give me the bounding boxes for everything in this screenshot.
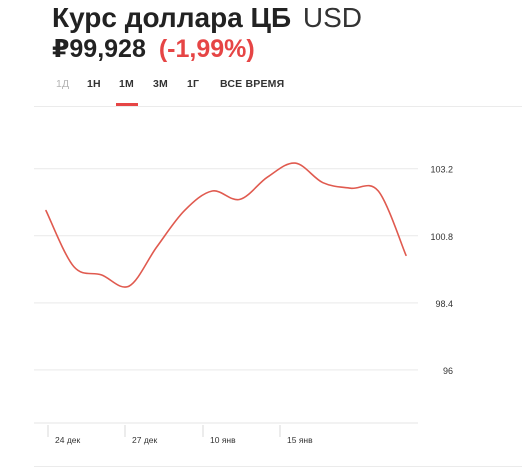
currency-code: USD bbox=[302, 2, 363, 33]
y-tick-label: 98.4 bbox=[435, 299, 453, 309]
period-tabs: 1Д 1Н 1М 3М 1Г ВСЕ ВРЕМЯ bbox=[0, 76, 522, 106]
active-tab-indicator bbox=[116, 103, 138, 106]
tab-1y[interactable]: 1Г bbox=[187, 78, 200, 90]
y-tick-label: 96 bbox=[443, 366, 453, 376]
bottom-divider bbox=[34, 466, 522, 467]
y-tick-label: 100.8 bbox=[430, 232, 453, 242]
x-tick-label: 27 дек bbox=[132, 435, 158, 445]
x-tick-label: 24 дек bbox=[55, 435, 81, 445]
price-change: (-1,99%) bbox=[158, 35, 255, 63]
price-row: ₽99,928 (-1,99%) bbox=[52, 33, 255, 65]
tab-3m[interactable]: 3М bbox=[153, 78, 168, 90]
x-tick-label: 10 янв bbox=[210, 435, 236, 445]
tab-1w[interactable]: 1Н bbox=[87, 78, 101, 90]
title-text: Курс доллара ЦБ bbox=[52, 2, 292, 33]
current-price: ₽99,928 bbox=[52, 35, 146, 63]
tab-1d[interactable]: 1Д bbox=[56, 78, 70, 90]
tab-all-time[interactable]: ВСЕ ВРЕМЯ bbox=[220, 78, 285, 90]
price-series-line bbox=[45, 162, 407, 288]
x-tick-label: 15 янв bbox=[287, 435, 313, 445]
page-title: Курс доллара ЦБ USD bbox=[52, 1, 362, 35]
y-tick-label: 103.2 bbox=[430, 165, 453, 175]
tab-1m[interactable]: 1М bbox=[119, 78, 134, 90]
tabs-divider bbox=[34, 106, 522, 107]
